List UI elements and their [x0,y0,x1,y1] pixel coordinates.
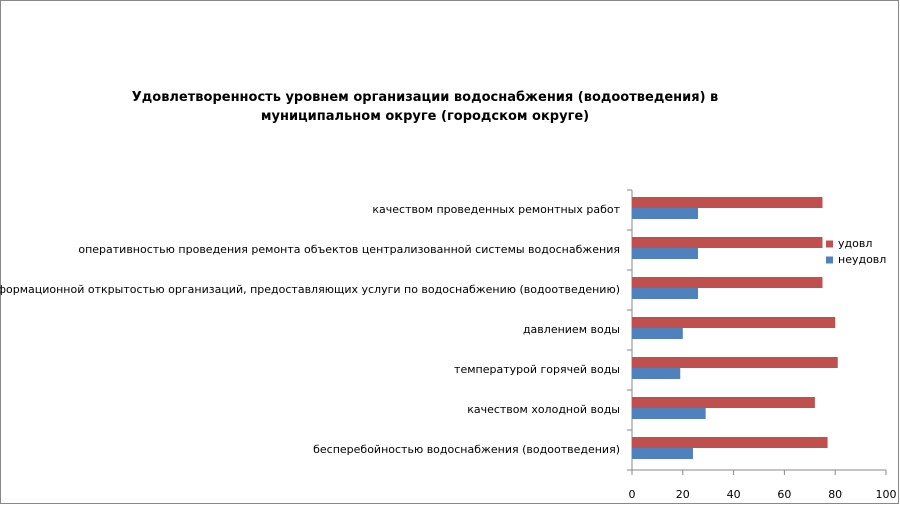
y-tick-label: качеством холодной воды [467,403,620,416]
bar [632,197,823,208]
bar [632,397,815,408]
bar [632,317,836,328]
x-tick-label: 0 [629,488,636,501]
y-tick-label: качеством проведенных ремонтных работ [372,203,620,216]
y-tick-label: информационной открытостью организаций, … [0,283,620,296]
bar [632,437,828,448]
bar [632,328,683,339]
y-tick-label: оперативностью проведения ремонта объект… [78,243,620,256]
bar [632,208,699,219]
legend-label: удовл [838,237,872,250]
bar [632,368,681,379]
legend-label: неудовл [838,253,886,266]
bar [632,277,823,288]
x-tick-label: 80 [828,488,842,501]
x-tick-label: 100 [876,488,897,501]
chart-title: Удовлетворенность уровнем организации во… [131,90,719,124]
x-tick-label: 40 [727,488,741,501]
y-tick-label: бесперебойностью водоснабжения (водоотве… [313,443,620,456]
x-tick-label: 60 [777,488,791,501]
bar [632,408,706,419]
bar [632,248,699,259]
bar [632,288,699,299]
legend-swatch [826,256,833,264]
y-tick-label: давлением воды [523,323,620,336]
bar [632,448,693,459]
bar [632,237,823,248]
legend-swatch [826,240,833,248]
y-tick-label: температурой горячей воды [454,363,620,376]
bar [632,357,838,368]
x-tick-label: 20 [676,488,690,501]
